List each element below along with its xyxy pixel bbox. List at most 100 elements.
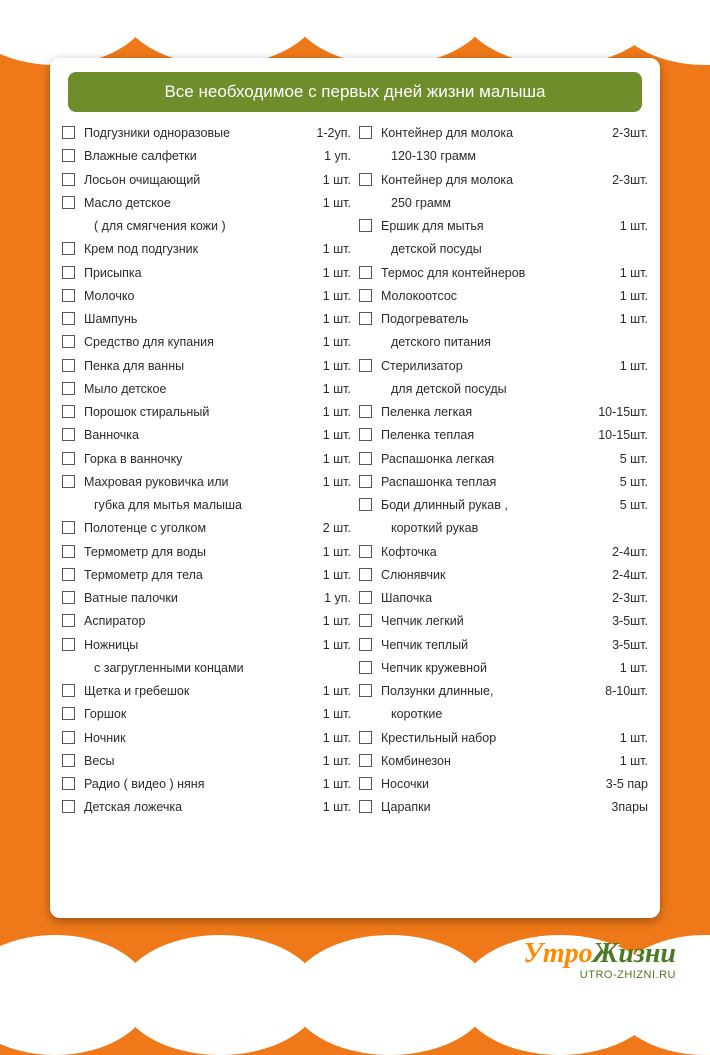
- checkbox[interactable]: [359, 173, 372, 186]
- checkbox[interactable]: [62, 196, 75, 209]
- checkbox[interactable]: [62, 242, 75, 255]
- list-item: Слюнявчик2-4шт.: [359, 564, 648, 587]
- item-label: Боди длинный рукав ,: [381, 497, 590, 514]
- list-item: Пенка для ванны1 шт.: [62, 355, 351, 378]
- list-item: Пеленка теплая10-15шт.: [359, 424, 648, 447]
- checkbox[interactable]: [62, 289, 75, 302]
- list-item: с загругленными концами: [62, 657, 351, 680]
- list-item: Контейнер для молока2-3шт.: [359, 169, 648, 192]
- checkbox[interactable]: [359, 614, 372, 627]
- list-item: Боди длинный рукав ,5 шт.: [359, 494, 648, 517]
- list-item: Порошок стиральный1 шт.: [62, 401, 351, 424]
- list-item: Контейнер для молока2-3шт.: [359, 122, 648, 145]
- checkbox[interactable]: [62, 266, 75, 279]
- item-qty: 10-15шт.: [590, 427, 648, 444]
- checkbox[interactable]: [359, 219, 372, 232]
- item-label: Аспиратор: [84, 613, 293, 630]
- item-label: Термос для контейнеров: [381, 265, 590, 282]
- checkbox[interactable]: [62, 684, 75, 697]
- checkbox[interactable]: [62, 545, 75, 558]
- item-qty: 1 уп.: [293, 148, 351, 165]
- item-label: Ножницы: [84, 637, 293, 654]
- item-qty: 2-3шт.: [590, 125, 648, 142]
- checkbox[interactable]: [359, 638, 372, 651]
- item-label: Подгузники одноразовые: [84, 125, 293, 142]
- checkbox[interactable]: [62, 149, 75, 162]
- checkbox[interactable]: [62, 405, 75, 418]
- list-item: Носочки3-5 пар: [359, 773, 648, 796]
- checkbox[interactable]: [62, 800, 75, 813]
- item-label: Чепчик легкий: [381, 613, 590, 630]
- item-qty: 1 шт.: [590, 311, 648, 328]
- checkbox[interactable]: [359, 266, 372, 279]
- item-qty: 1 уп.: [293, 590, 351, 607]
- item-qty: 1 шт.: [293, 544, 351, 561]
- checkbox[interactable]: [62, 382, 75, 395]
- checkbox[interactable]: [359, 452, 372, 465]
- item-label: Царапки: [381, 799, 590, 816]
- checkbox[interactable]: [359, 475, 372, 488]
- checklist-card: Все необходимое с первых дней жизни малы…: [50, 58, 660, 918]
- item-label: Средство для купания: [84, 334, 293, 351]
- checkbox[interactable]: [62, 475, 75, 488]
- checkbox[interactable]: [359, 498, 372, 511]
- checkbox[interactable]: [359, 568, 372, 581]
- item-label: Контейнер для молока: [381, 172, 590, 189]
- checkbox[interactable]: [359, 428, 372, 441]
- checkbox[interactable]: [62, 614, 75, 627]
- item-label: Термометр для тела: [84, 567, 293, 584]
- checkbox[interactable]: [359, 405, 372, 418]
- item-label: Молокоотсос: [381, 288, 590, 305]
- list-item: Ершик для мытья1 шт.: [359, 215, 648, 238]
- checkbox[interactable]: [62, 568, 75, 581]
- checkbox[interactable]: [62, 638, 75, 651]
- checkbox[interactable]: [359, 800, 372, 813]
- checkbox[interactable]: [62, 359, 75, 372]
- list-item: Детская ложечка1 шт.: [62, 796, 351, 819]
- item-qty: 1 шт.: [293, 241, 351, 258]
- checkbox[interactable]: [62, 173, 75, 186]
- checkbox[interactable]: [359, 126, 372, 139]
- item-label: Мыло детское: [84, 381, 293, 398]
- checkbox[interactable]: [62, 335, 75, 348]
- item-qty: 2-3шт.: [590, 172, 648, 189]
- checkbox[interactable]: [359, 312, 372, 325]
- checkbox[interactable]: [62, 707, 75, 720]
- columns: Подгузники одноразовые1-2уп. Влажные салф…: [50, 122, 660, 828]
- checkbox[interactable]: [62, 777, 75, 790]
- list-item: Горка в ванночку1 шт.: [62, 448, 351, 471]
- checkbox[interactable]: [359, 359, 372, 372]
- item-qty: 8-10шт.: [590, 683, 648, 700]
- checkbox[interactable]: [359, 591, 372, 604]
- item-qty: 3-5 пар: [590, 776, 648, 793]
- list-item: Молокоотсос1 шт.: [359, 285, 648, 308]
- list-item: Ночник1 шт.: [62, 727, 351, 750]
- checkbox[interactable]: [359, 731, 372, 744]
- checkbox[interactable]: [359, 754, 372, 767]
- item-label: короткие: [381, 706, 590, 723]
- checkbox[interactable]: [62, 452, 75, 465]
- item-label: Влажные салфетки: [84, 148, 293, 165]
- item-qty: 1 шт.: [293, 381, 351, 398]
- checkbox[interactable]: [62, 126, 75, 139]
- checkbox[interactable]: [62, 591, 75, 604]
- item-label: Крем под подгузник: [84, 241, 293, 258]
- checkbox[interactable]: [62, 754, 75, 767]
- item-qty: 1 шт.: [590, 660, 648, 677]
- checkbox[interactable]: [62, 731, 75, 744]
- checkbox[interactable]: [62, 312, 75, 325]
- checkbox[interactable]: [359, 661, 372, 674]
- item-qty: 1 шт.: [590, 753, 648, 770]
- item-qty: 10-15шт.: [590, 404, 648, 421]
- checkbox[interactable]: [62, 428, 75, 441]
- item-label: детской посуды: [381, 241, 590, 258]
- checkbox[interactable]: [359, 684, 372, 697]
- list-item: Кофточка2-4шт.: [359, 541, 648, 564]
- checkbox[interactable]: [359, 777, 372, 790]
- list-item: Подгузники одноразовые1-2уп.: [62, 122, 351, 145]
- checkbox[interactable]: [359, 289, 372, 302]
- checkbox[interactable]: [62, 521, 75, 534]
- item-label: с загругленными концами: [84, 660, 293, 677]
- checkbox[interactable]: [359, 545, 372, 558]
- item-label: Ершик для мытья: [381, 218, 590, 235]
